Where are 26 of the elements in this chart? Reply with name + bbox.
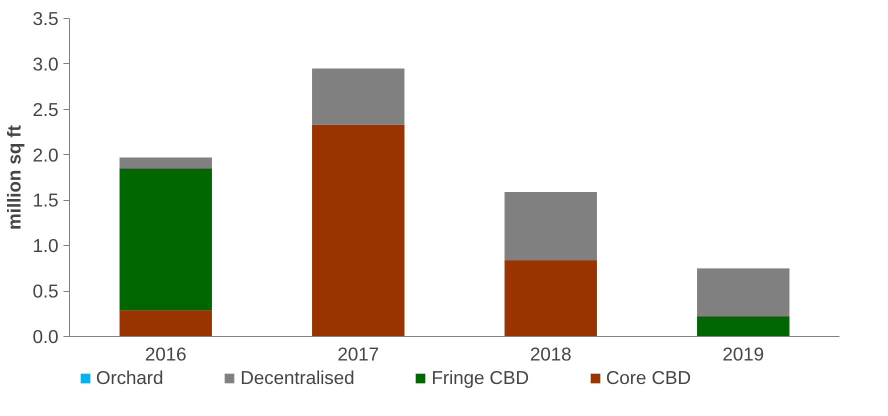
legend-label: Decentralised [240,367,354,389]
bar [504,260,597,336]
x-tick-label: 2018 [530,344,572,364]
y-axis-title: million sq ft [4,125,25,230]
y-tick-label: 2.5 [32,98,59,120]
bar [312,68,404,125]
y-tick-label: 0.0 [32,326,59,347]
legend-label: Fringe CBD [431,367,529,389]
bar [120,310,212,336]
bar [120,168,212,310]
y-tick-label: 3.0 [32,53,59,74]
bar [504,192,597,260]
legend-label: Orchard [96,367,164,389]
bar [697,316,790,336]
x-tick-label: 2016 [145,344,187,364]
bar [120,158,212,168]
x-tick-label: 2019 [722,344,764,364]
legend-label: Core CBD [606,367,691,389]
y-tick-label: 3.5 [32,8,59,29]
bar [697,268,790,317]
y-tick-label: 1.0 [32,235,59,256]
y-tick-label: 0.5 [32,280,59,302]
x-tick-label: 2017 [338,344,380,364]
bar [312,124,404,336]
y-tick-label: 2.0 [32,144,59,166]
y-tick-label: 1.5 [32,190,59,211]
